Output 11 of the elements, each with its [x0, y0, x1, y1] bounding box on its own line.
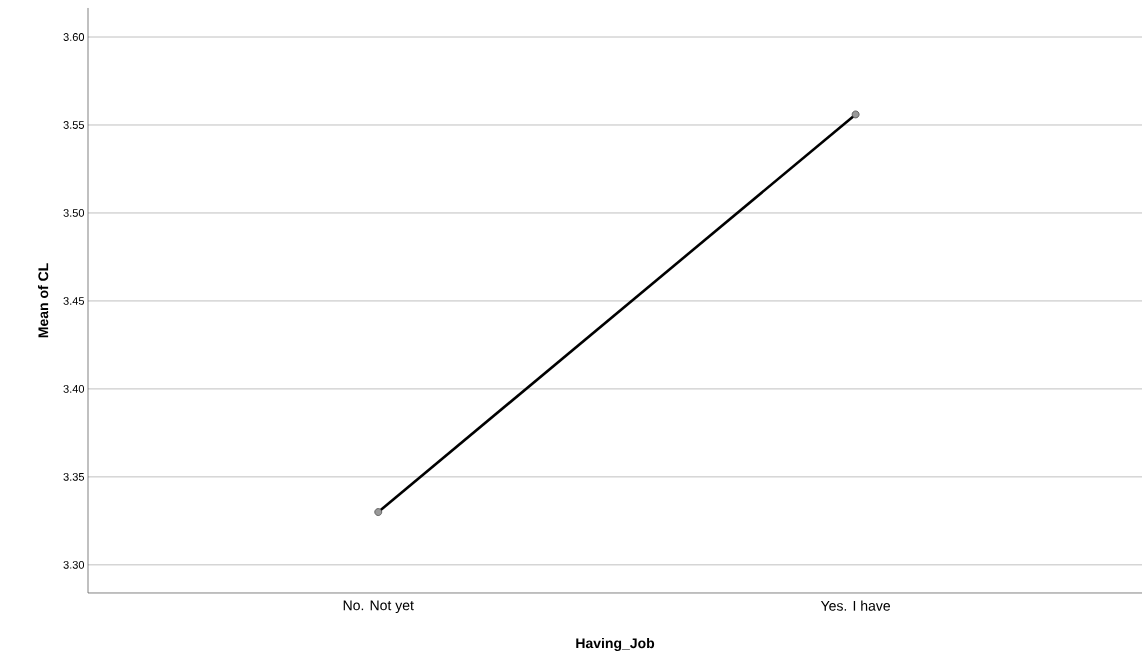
- y-tick-label: 3.30: [63, 560, 85, 569]
- y-tick-label: 3.45: [63, 297, 85, 305]
- x-tick-label: Yes. I have: [820, 600, 891, 611]
- y-axis-title: Mean of CL: [37, 263, 49, 338]
- y-tick-label: 3.60: [63, 33, 85, 41]
- y-tick-label: 3.40: [63, 384, 85, 393]
- y-tick-label: 3.35: [63, 472, 85, 481]
- x-tick-label: No. Not yet: [343, 600, 414, 614]
- y-tick-label: 3.50: [63, 209, 85, 217]
- x-axis-title: Having_Job: [576, 637, 655, 651]
- y-tick-label: 3.55: [63, 121, 85, 129]
